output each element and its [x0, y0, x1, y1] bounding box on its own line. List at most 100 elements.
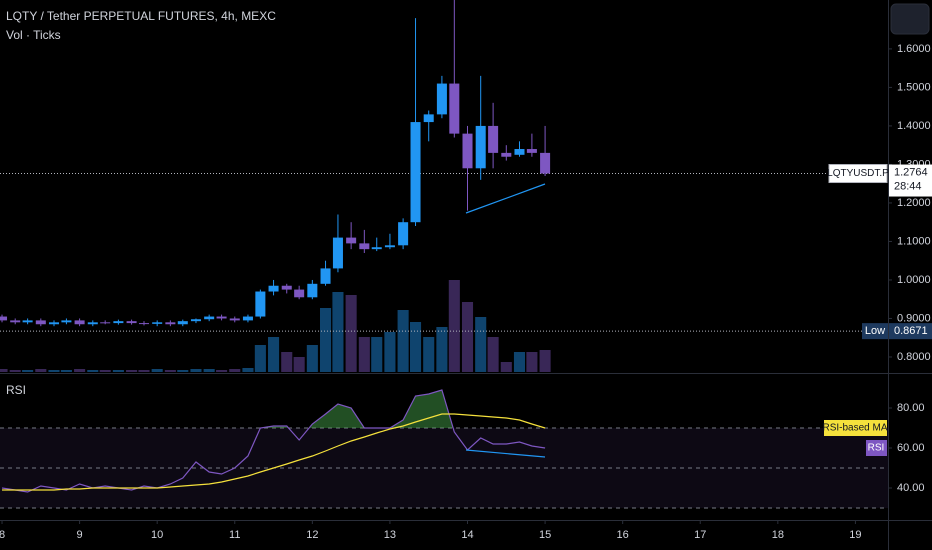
- candle-body: [526, 149, 537, 153]
- symbol-label-box: [828, 164, 888, 184]
- volume-bar: [332, 292, 344, 372]
- candle-body: [113, 321, 124, 324]
- rsi-label-box: [866, 440, 887, 456]
- menu-button[interactable]: [890, 3, 930, 35]
- low-value-label: 0.8671: [894, 325, 928, 337]
- volume-bar: [35, 369, 47, 372]
- volume-bar: [319, 308, 332, 372]
- volume-bar: [48, 370, 60, 372]
- candle-body: [242, 316, 253, 321]
- low-label-box: [862, 323, 888, 340]
- candle-body: [229, 318, 240, 321]
- candle-body: [74, 320, 85, 325]
- volume-bar: [0, 369, 8, 372]
- y-tick-label: 0.8000: [897, 351, 931, 363]
- volume-bar: [358, 337, 370, 372]
- volume-bar: [384, 332, 396, 372]
- candle-body: [501, 152, 512, 157]
- y-tick-label: 1.4000: [897, 120, 931, 132]
- x-tick-label: 15: [539, 529, 551, 541]
- candle-body: [462, 133, 473, 169]
- candle-body: [48, 322, 60, 325]
- y-tick-label: 1.6000: [897, 43, 931, 55]
- volume-bar: [448, 280, 460, 372]
- volume-bar: [371, 337, 383, 372]
- candle-body: [204, 316, 215, 320]
- candle-body: [61, 320, 72, 323]
- volume-bar: [254, 345, 266, 372]
- volume-bar: [268, 337, 280, 372]
- rsi-divergence-drawing: [465, 449, 546, 458]
- y-tick-label: 40.00: [897, 482, 925, 494]
- candle-body: [126, 321, 137, 324]
- x-tick-label: 8: [0, 529, 5, 541]
- y-tick-label: 1.5000: [897, 81, 931, 93]
- volume-bar: [126, 370, 138, 372]
- volume-bar: [203, 369, 215, 372]
- volume-bar: [436, 327, 448, 372]
- y-tick-label: 0.9000: [897, 312, 931, 324]
- x-tick-label: 12: [306, 529, 318, 541]
- volume-bar: [60, 370, 72, 372]
- x-tick-label: 16: [617, 529, 629, 541]
- candle-body: [216, 316, 227, 319]
- rsi-line: [2, 413, 546, 491]
- x-tick-label: 18: [772, 529, 784, 541]
- candle-body: [488, 125, 499, 153]
- trend-drawing: [465, 183, 546, 214]
- candle-body: [436, 83, 447, 115]
- x-tick-label: 9: [77, 529, 83, 541]
- volume-bar: [306, 345, 318, 372]
- candle-body: [423, 114, 434, 123]
- chart-subtitle: Vol · Ticks: [6, 28, 61, 42]
- candle-body: [294, 289, 305, 298]
- x-tick-label: 19: [849, 529, 861, 541]
- volume-bar: [138, 370, 150, 372]
- volume-bar: [409, 322, 422, 372]
- volume-bar: [526, 352, 538, 372]
- x-tick-label: 11: [229, 529, 240, 541]
- candle-body: [514, 149, 525, 155]
- candle-body: [87, 322, 98, 325]
- last-price-label: 1.2764: [894, 166, 928, 178]
- x-tick-label: 14: [461, 529, 473, 541]
- volume-bar: [423, 337, 435, 372]
- candles: [0, 0, 551, 327]
- volume-bar: [475, 317, 487, 372]
- y-tick-label: 1.0000: [897, 274, 931, 286]
- volume-bar: [281, 352, 293, 372]
- candle-body: [410, 122, 421, 223]
- volume-bar: [487, 337, 499, 372]
- x-tick-label: 13: [384, 529, 396, 541]
- volume-bar: [293, 357, 305, 372]
- candle-body: [138, 323, 150, 325]
- candle-body: [35, 320, 46, 325]
- ma-label-box: [824, 420, 887, 436]
- last-price-box: [889, 164, 932, 197]
- candle-body: [384, 245, 395, 248]
- x-tick-label: 17: [694, 529, 706, 541]
- volume-bar: [74, 369, 86, 372]
- volume-bar: [164, 370, 176, 372]
- candle-body: [307, 283, 318, 298]
- volume-bar: [177, 370, 189, 372]
- candle-body: [0, 316, 8, 321]
- candle-body: [268, 285, 279, 292]
- candle-body: [190, 319, 201, 322]
- countdown-label: 28:44: [894, 180, 922, 192]
- rsi-label: RSI: [868, 443, 885, 454]
- candle-body: [371, 247, 382, 250]
- x-tick-label: 10: [151, 529, 163, 541]
- candle-body: [281, 285, 292, 290]
- volume-bar: [190, 369, 202, 372]
- ma-label: RSI-based MA: [822, 423, 887, 434]
- candle-body: [152, 322, 163, 324]
- volume-bar: [345, 295, 357, 372]
- y-tick-label: 1.1000: [897, 235, 931, 247]
- candle-body: [540, 152, 551, 174]
- candle-body: [10, 320, 21, 323]
- candle-body: [177, 321, 188, 325]
